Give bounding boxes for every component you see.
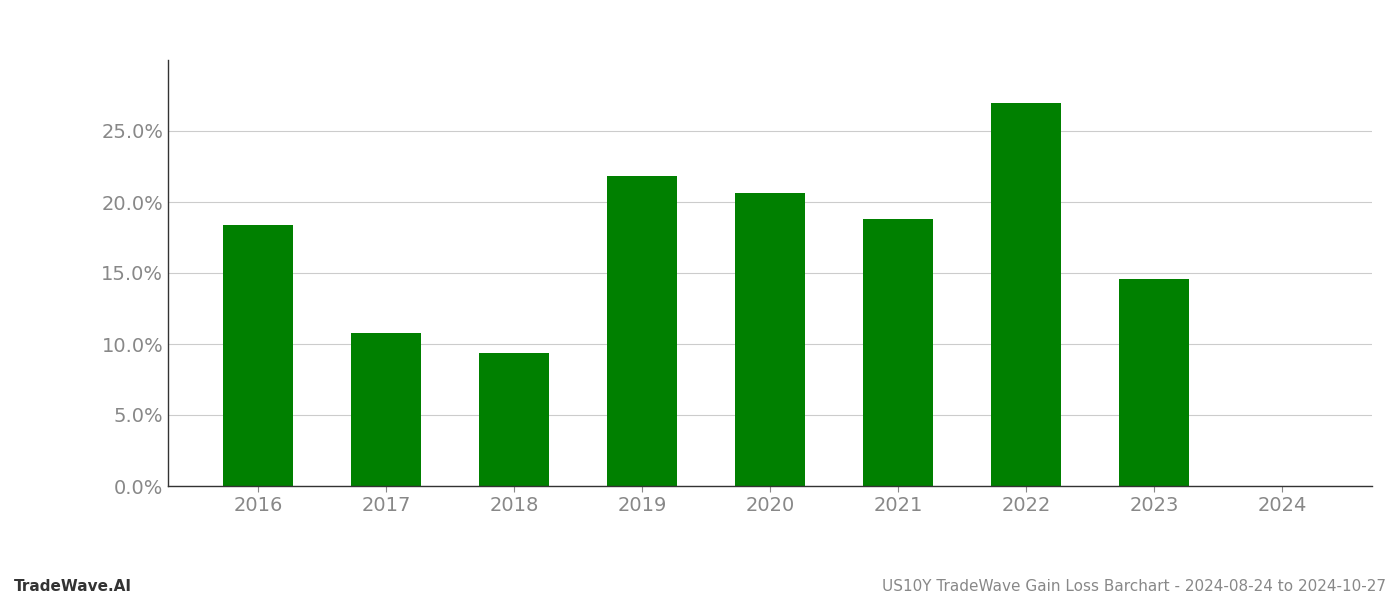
Bar xyxy=(606,176,678,486)
Bar xyxy=(479,353,549,486)
Bar xyxy=(735,193,805,486)
Text: US10Y TradeWave Gain Loss Barchart - 2024-08-24 to 2024-10-27: US10Y TradeWave Gain Loss Barchart - 202… xyxy=(882,579,1386,594)
Text: TradeWave.AI: TradeWave.AI xyxy=(14,579,132,594)
Bar xyxy=(223,225,293,486)
Bar xyxy=(1119,278,1189,486)
Bar xyxy=(862,219,934,486)
Bar xyxy=(991,103,1061,486)
Bar xyxy=(351,332,421,486)
